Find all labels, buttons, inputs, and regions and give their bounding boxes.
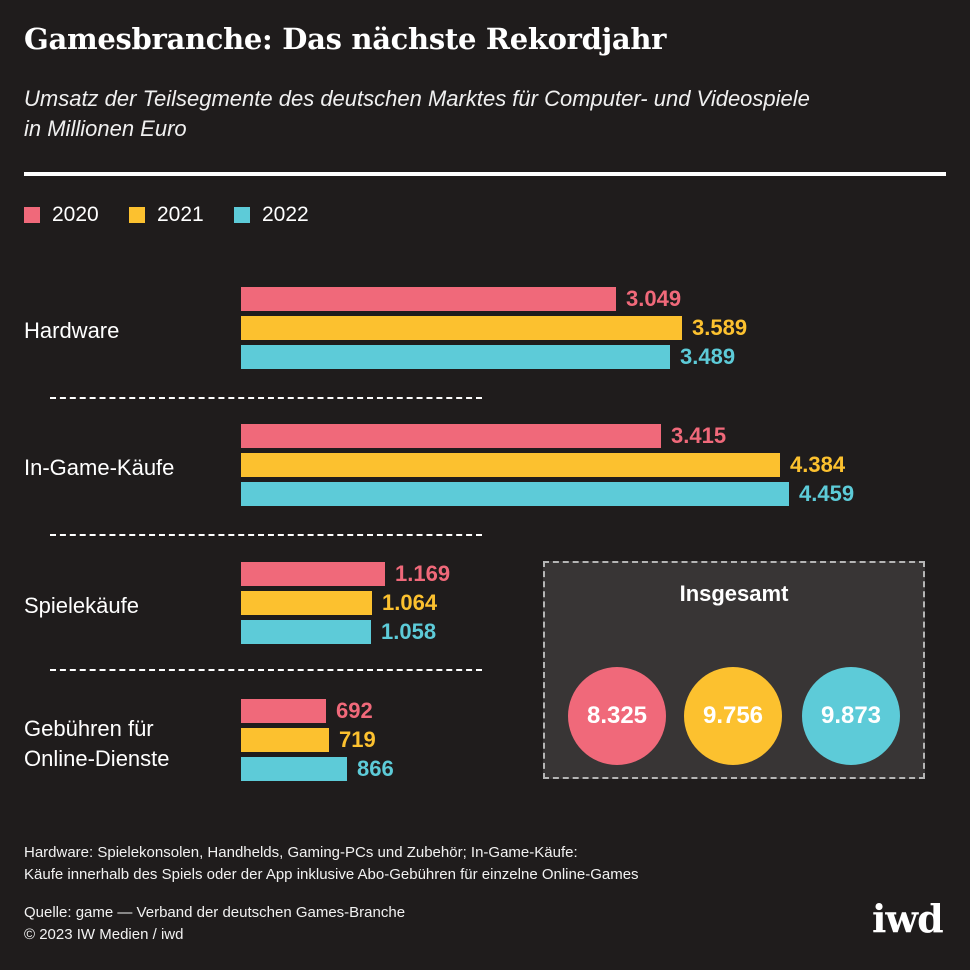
group-separator bbox=[50, 669, 482, 671]
bar-value-label-2020: 3.415 bbox=[671, 423, 727, 448]
copyright-line: © 2023 IW Medien / iwd bbox=[24, 926, 184, 943]
totals-title: Insgesamt bbox=[679, 581, 789, 606]
legend-label-2020: 2020 bbox=[52, 203, 99, 226]
total-circle-2022: 9.873 bbox=[802, 667, 900, 765]
bar-value-label-2022: 3.489 bbox=[680, 344, 736, 369]
source-line: Quelle: game — Verband der deutschen Gam… bbox=[24, 904, 406, 921]
bar-value-label-2022: 866 bbox=[357, 756, 394, 781]
title-divider bbox=[24, 172, 946, 176]
chart-title: Gamesbranche: Das nächste Rekordjahr bbox=[24, 22, 667, 56]
bar-2021 bbox=[241, 591, 372, 615]
legend-swatch-2022 bbox=[234, 207, 250, 223]
bar-value-label-2021: 3.589 bbox=[692, 315, 748, 340]
category-label-hardware: Hardware bbox=[24, 318, 120, 343]
totals-box: Insgesamt 8.325 9.756 9.873 bbox=[543, 561, 925, 779]
bar-2022 bbox=[241, 757, 347, 781]
legend-swatch-2020 bbox=[24, 207, 40, 223]
bar-2021 bbox=[241, 316, 682, 340]
bar-2022 bbox=[241, 345, 670, 369]
total-circle-2021: 9.756 bbox=[684, 667, 782, 765]
bar-2022 bbox=[241, 482, 789, 506]
bar-2020 bbox=[241, 424, 661, 448]
subtitle-line-1: Umsatz der Teilsegmente des deutschen Ma… bbox=[24, 86, 810, 111]
bar-2021 bbox=[241, 453, 780, 477]
bar-value-label-2021: 4.384 bbox=[790, 452, 846, 477]
bar-value-label-2021: 1.064 bbox=[382, 590, 438, 615]
bar-value-label-2020: 1.169 bbox=[395, 561, 451, 586]
footnote-line-2: Käufe innerhalb des Spiels oder der App … bbox=[24, 866, 639, 883]
chart-subtitle: Umsatz der Teilsegmente des deutschen Ma… bbox=[24, 84, 924, 144]
bar-value-label-2021: 719 bbox=[339, 727, 376, 752]
category-label-spielekaeufe: Spielekäufe bbox=[24, 593, 139, 618]
legend-swatch-2021 bbox=[129, 207, 145, 223]
bar-2022 bbox=[241, 620, 371, 644]
footnote-line-1: Hardware: Spielekonsolen, Handhelds, Gam… bbox=[24, 844, 578, 861]
bar-value-label-2022: 4.459 bbox=[799, 481, 855, 506]
source: Quelle: game — Verband der deutschen Gam… bbox=[24, 902, 724, 946]
bar-value-label-2020: 692 bbox=[336, 698, 373, 723]
bar-2021 bbox=[241, 728, 329, 752]
bar-2020 bbox=[241, 287, 616, 311]
group-separator bbox=[50, 534, 482, 536]
category-label-online-dienste: Gebühren für Online-Dienste bbox=[24, 714, 170, 774]
iwd-logo: iwd bbox=[872, 896, 944, 941]
category-label-in-game-kaeufe: In-Game-Käufe bbox=[24, 455, 175, 480]
category-label-line-2: Online-Dienste bbox=[24, 746, 170, 771]
bar-2020 bbox=[241, 562, 385, 586]
bar-value-label-2020: 3.049 bbox=[626, 286, 682, 311]
legend-label-2022: 2022 bbox=[262, 203, 309, 226]
subtitle-line-2: in Millionen Euro bbox=[24, 116, 187, 141]
bar-2020 bbox=[241, 699, 326, 723]
footnote: Hardware: Spielekonsolen, Handhelds, Gam… bbox=[24, 842, 844, 886]
bar-value-label-2022: 1.058 bbox=[381, 619, 437, 644]
legend-label-2021: 2021 bbox=[157, 203, 204, 226]
category-label-line-1: Gebühren für bbox=[24, 716, 154, 741]
total-circle-2020: 8.325 bbox=[568, 667, 666, 765]
group-separator bbox=[50, 397, 482, 399]
